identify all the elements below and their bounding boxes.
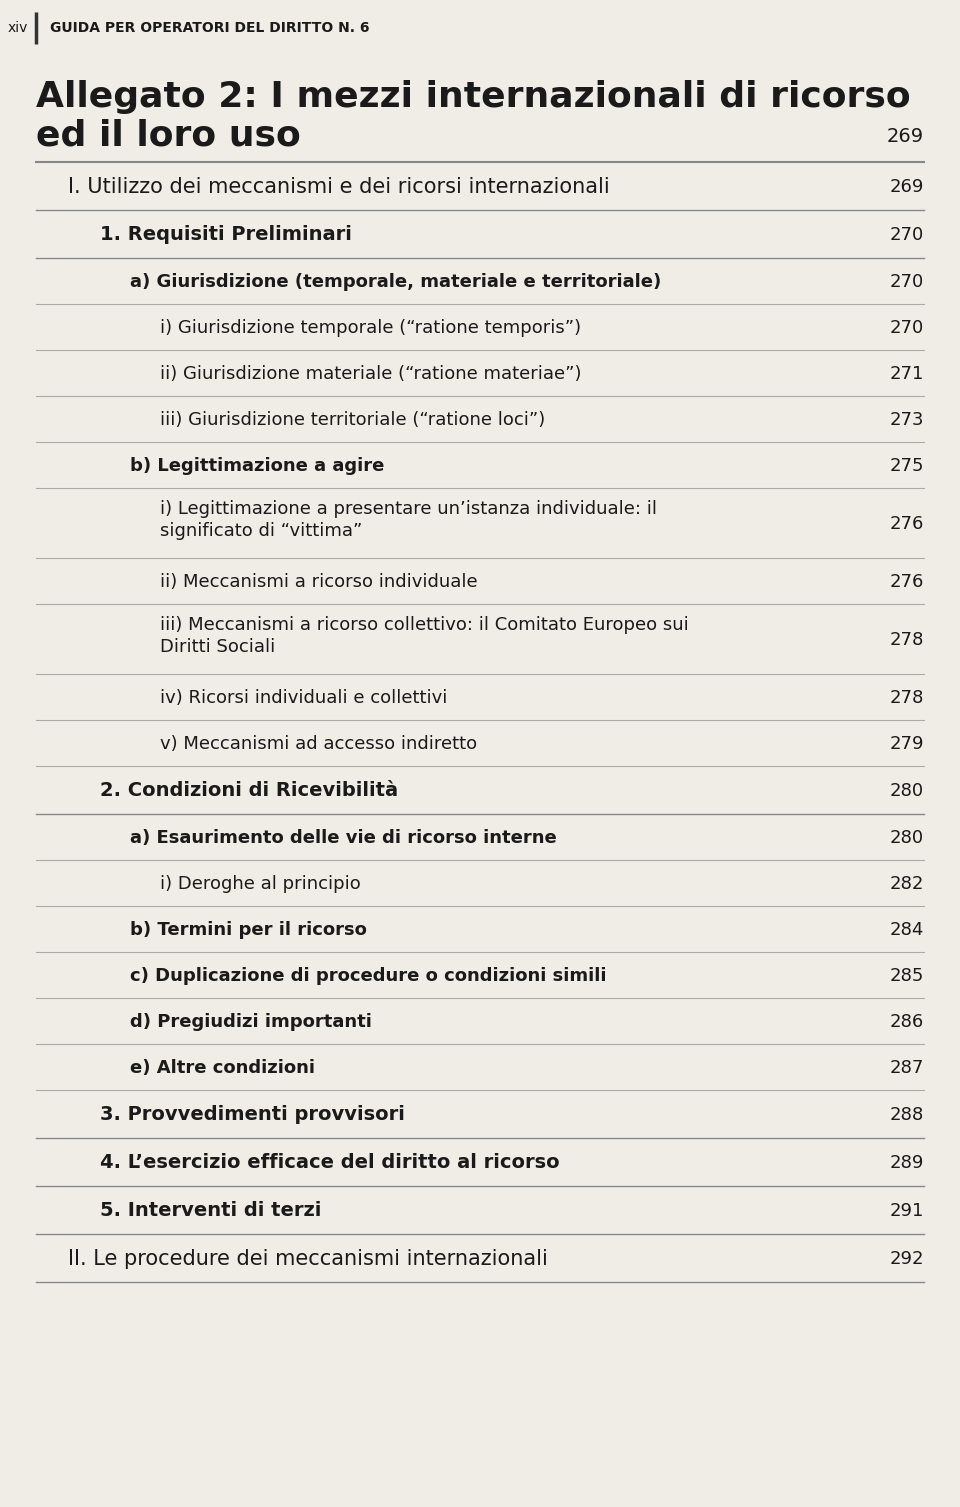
Text: 1. Requisiti Preliminari: 1. Requisiti Preliminari — [100, 226, 352, 244]
Text: 2. Condizioni di Ricevibilità: 2. Condizioni di Ricevibilità — [100, 782, 398, 800]
Text: a) Esaurimento delle vie di ricorso interne: a) Esaurimento delle vie di ricorso inte… — [130, 829, 557, 847]
Text: i) Legittimazione a presentare un’istanza individuale: il: i) Legittimazione a presentare un’istanz… — [160, 500, 657, 518]
Text: 278: 278 — [890, 631, 924, 650]
Text: 280: 280 — [890, 829, 924, 847]
Text: II. Le procedure dei meccanismi internazionali: II. Le procedure dei meccanismi internaz… — [68, 1249, 548, 1269]
Text: 279: 279 — [890, 735, 924, 754]
Text: b) Legittimazione a agire: b) Legittimazione a agire — [130, 457, 384, 475]
Text: 289: 289 — [890, 1154, 924, 1172]
Text: 276: 276 — [890, 515, 924, 533]
Text: ii) Giurisdizione materiale (“ratione materiae”): ii) Giurisdizione materiale (“ratione ma… — [160, 365, 582, 383]
Text: 287: 287 — [890, 1059, 924, 1078]
Text: 278: 278 — [890, 689, 924, 707]
Text: 282: 282 — [890, 876, 924, 894]
Text: Diritti Sociali: Diritti Sociali — [160, 637, 276, 656]
Text: ii) Meccanismi a ricorso individuale: ii) Meccanismi a ricorso individuale — [160, 573, 478, 591]
Text: 288: 288 — [890, 1106, 924, 1124]
Text: 276: 276 — [890, 573, 924, 591]
Text: 273: 273 — [890, 411, 924, 429]
Text: iii) Meccanismi a ricorso collettivo: il Comitato Europeo sui: iii) Meccanismi a ricorso collettivo: il… — [160, 616, 688, 634]
Text: i) Giurisdizione temporale (“ratione temporis”): i) Giurisdizione temporale (“ratione tem… — [160, 319, 581, 338]
Text: 275: 275 — [890, 457, 924, 475]
Text: GUIDA PER OPERATORI DEL DIRITTO N. 6: GUIDA PER OPERATORI DEL DIRITTO N. 6 — [50, 21, 370, 35]
Text: xiv: xiv — [8, 21, 28, 35]
Text: Allegato 2: I mezzi internazionali di ricorso: Allegato 2: I mezzi internazionali di ri… — [36, 80, 911, 115]
Text: 284: 284 — [890, 921, 924, 939]
Text: e) Altre condizioni: e) Altre condizioni — [130, 1059, 315, 1078]
Text: significato di “vittima”: significato di “vittima” — [160, 521, 362, 540]
Text: ed il loro uso: ed il loro uso — [36, 118, 300, 152]
Text: 291: 291 — [890, 1203, 924, 1221]
Text: v) Meccanismi ad accesso indiretto: v) Meccanismi ad accesso indiretto — [160, 735, 477, 754]
Text: 269: 269 — [887, 128, 924, 146]
Text: c) Duplicazione di procedure o condizioni simili: c) Duplicazione di procedure o condizion… — [130, 967, 607, 986]
Text: 285: 285 — [890, 967, 924, 986]
Text: 269: 269 — [890, 178, 924, 196]
Text: 5. Interventi di terzi: 5. Interventi di terzi — [100, 1201, 322, 1221]
Text: 286: 286 — [890, 1013, 924, 1031]
Text: 270: 270 — [890, 226, 924, 244]
Text: 270: 270 — [890, 273, 924, 291]
Text: b) Termini per il ricorso: b) Termini per il ricorso — [130, 921, 367, 939]
Text: 4. L’esercizio efficace del diritto al ricorso: 4. L’esercizio efficace del diritto al r… — [100, 1153, 560, 1172]
Text: 292: 292 — [890, 1249, 924, 1267]
Text: i) Deroghe al principio: i) Deroghe al principio — [160, 876, 361, 894]
Text: a) Giurisdizione (temporale, materiale e territoriale): a) Giurisdizione (temporale, materiale e… — [130, 273, 661, 291]
Text: 271: 271 — [890, 365, 924, 383]
Text: 270: 270 — [890, 319, 924, 338]
Text: I. Utilizzo dei meccanismi e dei ricorsi internazionali: I. Utilizzo dei meccanismi e dei ricorsi… — [68, 176, 610, 197]
Text: 280: 280 — [890, 782, 924, 800]
Text: 3. Provvedimenti provvisori: 3. Provvedimenti provvisori — [100, 1106, 405, 1124]
Text: iii) Giurisdizione territoriale (“ratione loci”): iii) Giurisdizione territoriale (“ration… — [160, 411, 545, 429]
Text: d) Pregiudizi importanti: d) Pregiudizi importanti — [130, 1013, 372, 1031]
Text: iv) Ricorsi individuali e collettivi: iv) Ricorsi individuali e collettivi — [160, 689, 447, 707]
